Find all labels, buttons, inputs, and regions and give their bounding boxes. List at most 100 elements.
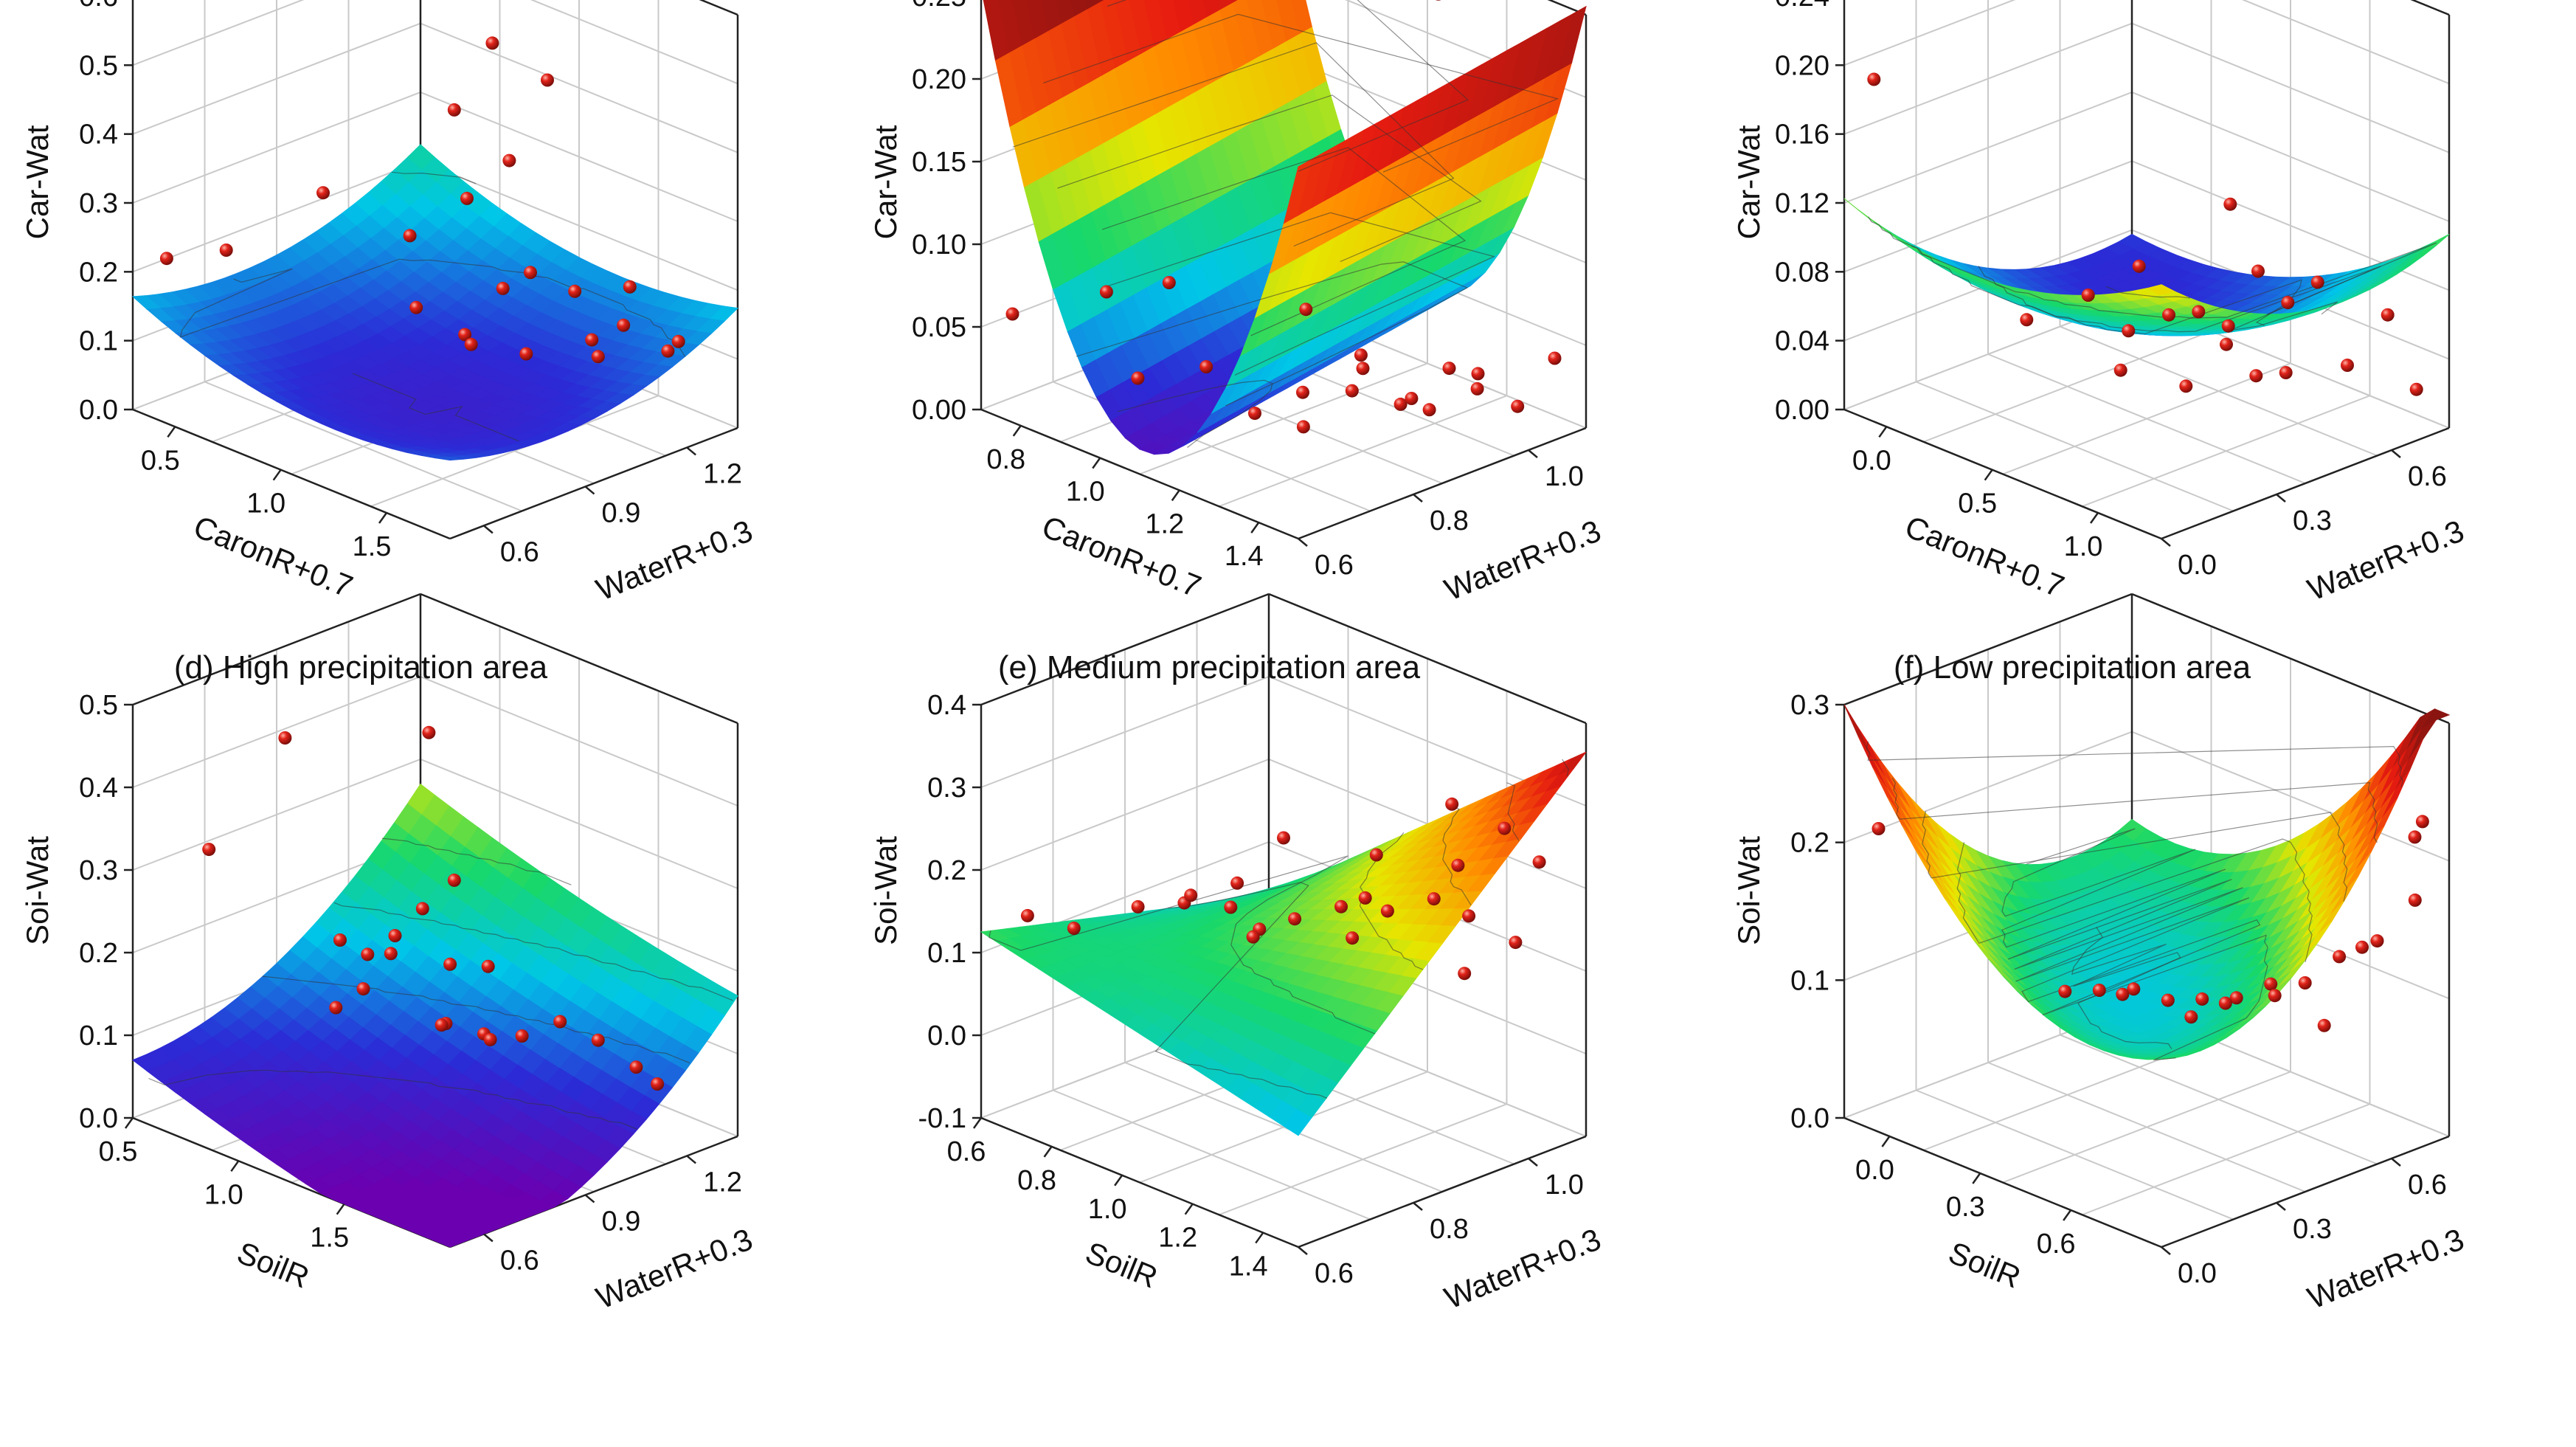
x-tick-mark bbox=[2089, 512, 2099, 524]
z-tick-label: 0.3 bbox=[927, 773, 966, 804]
data-point bbox=[2113, 363, 2127, 377]
z-tick-label: 0.08 bbox=[1775, 257, 1829, 288]
data-point bbox=[1872, 822, 1886, 835]
x-tick-label: 0.6 bbox=[947, 1136, 986, 1167]
x-tick-mark bbox=[1984, 469, 1993, 481]
data-point bbox=[481, 959, 495, 973]
box-edge bbox=[1843, 593, 2133, 706]
data-point bbox=[447, 103, 461, 117]
data-point bbox=[1532, 855, 1546, 869]
data-point bbox=[2127, 982, 2141, 996]
y-tick-label: 0.6 bbox=[500, 536, 539, 567]
z-tick-label: 0.24 bbox=[1775, 0, 1829, 13]
z-tick-label: 0.5 bbox=[79, 50, 118, 81]
box-edge bbox=[132, 408, 451, 540]
data-point bbox=[1442, 362, 1456, 376]
data-point bbox=[1020, 908, 1034, 922]
back-walls bbox=[1843, 0, 2451, 540]
y-tick-label: 0.3 bbox=[2293, 1214, 2332, 1245]
data-point bbox=[458, 328, 472, 342]
fitted-surface bbox=[1843, 198, 2450, 336]
data-point bbox=[2220, 337, 2233, 351]
data-point bbox=[591, 1033, 605, 1047]
data-point bbox=[2310, 275, 2324, 289]
y-tick-label: 0.6 bbox=[1315, 550, 1354, 581]
floor-gridline bbox=[370, 395, 659, 508]
z-gridline bbox=[2411, 0, 2450, 15]
box-edge bbox=[980, 1116, 1299, 1249]
scatter-points bbox=[1020, 797, 1546, 981]
z-tick-label: 0.16 bbox=[1775, 120, 1829, 151]
data-point bbox=[1458, 967, 1472, 981]
data-point bbox=[483, 1032, 497, 1046]
data-point bbox=[415, 902, 429, 916]
contour-line bbox=[1978, 266, 2302, 335]
data-point bbox=[329, 1001, 343, 1015]
x-tick-label: 1.5 bbox=[310, 1223, 349, 1254]
contour-line bbox=[1506, 782, 1520, 841]
data-point bbox=[316, 186, 330, 200]
chart-panel-a: 0.0 0.1 0.2 0.3 0.4 0.5 0.6 0.5 1.0 1.5 0.6 0.9 1.2 C… bbox=[20, 0, 758, 607]
contour-line bbox=[1117, 379, 1273, 448]
floor-gridline bbox=[2082, 1103, 2370, 1216]
contour-line bbox=[333, 902, 733, 1001]
data-point bbox=[1230, 876, 1244, 890]
x-tick-label: 0.0 bbox=[1852, 445, 1891, 476]
data-point bbox=[1380, 904, 1394, 918]
data-point bbox=[2161, 993, 2175, 1007]
y-tick-mark bbox=[1528, 449, 1538, 458]
x-tick-label: 1.5 bbox=[353, 531, 392, 562]
surface-facet bbox=[434, 1235, 465, 1248]
y-tick-mark bbox=[2276, 494, 2286, 503]
data-point bbox=[388, 929, 402, 942]
z-axis-title: Soi-Wat bbox=[868, 836, 903, 945]
z-tick-label: 0.3 bbox=[1790, 690, 1829, 721]
data-point bbox=[1548, 351, 1562, 365]
z-tick-label: 0.2 bbox=[927, 855, 966, 886]
contour-line bbox=[1442, 805, 1472, 906]
fitted-surface bbox=[132, 783, 738, 1248]
box-edge bbox=[2131, 593, 2450, 725]
x-tick-mark bbox=[1043, 1146, 1053, 1158]
data-point bbox=[422, 725, 436, 739]
z-tick-label: 0.15 bbox=[912, 147, 966, 178]
data-point bbox=[2116, 987, 2130, 1001]
floor-gridline bbox=[2060, 1034, 2378, 1165]
chart-panel-b: 0.00 0.05 0.10 0.15 0.20 0.25 0.8 1.0 1.2 1.4 0.6 0… bbox=[868, 0, 1606, 607]
z-tick-label: 0.3 bbox=[79, 855, 118, 886]
scatter-points bbox=[159, 36, 685, 364]
y-tick-mark bbox=[483, 1233, 494, 1243]
data-point bbox=[1296, 385, 1309, 399]
data-point bbox=[2333, 950, 2347, 964]
x-tick-mark bbox=[230, 1160, 240, 1173]
data-point bbox=[617, 318, 631, 332]
z-tick-label: 0.20 bbox=[912, 64, 966, 95]
y-tick-mark bbox=[584, 486, 595, 495]
data-point bbox=[1131, 371, 1145, 385]
data-point bbox=[1248, 407, 1261, 421]
contour-line bbox=[1866, 741, 2403, 788]
contour-line bbox=[1911, 245, 2381, 333]
contour-line bbox=[1922, 811, 2348, 902]
y-tick-mark bbox=[1528, 1158, 1538, 1167]
x-tick-mark bbox=[1255, 1232, 1264, 1244]
z-axis-title: Car-Wat bbox=[1731, 125, 1766, 239]
data-point bbox=[541, 73, 554, 87]
y-tick-label: 1.2 bbox=[703, 1167, 742, 1198]
data-point bbox=[1358, 891, 1372, 905]
floor-gridline bbox=[1987, 1062, 2306, 1192]
data-point bbox=[2092, 984, 2106, 997]
data-point bbox=[623, 280, 637, 294]
y-tick-mark bbox=[584, 1194, 595, 1203]
data-point bbox=[356, 982, 370, 996]
x-tick-label: 0.8 bbox=[986, 444, 1025, 475]
data-point bbox=[496, 281, 510, 295]
z-tick-label: 0.1 bbox=[79, 326, 118, 357]
floor-gridline bbox=[1124, 1062, 1443, 1192]
contour-line bbox=[148, 1069, 637, 1130]
box-edge bbox=[1268, 593, 1587, 725]
contour-line bbox=[2001, 828, 2268, 1061]
contour-line bbox=[1359, 832, 1424, 970]
chart-panel-f: 0.0 0.1 0.2 0.3 0.0 0.3 0.6 0.0 0.3 0.6 Soi-Wat Soi… bbox=[1731, 593, 2469, 1316]
data-point bbox=[1005, 307, 1019, 321]
